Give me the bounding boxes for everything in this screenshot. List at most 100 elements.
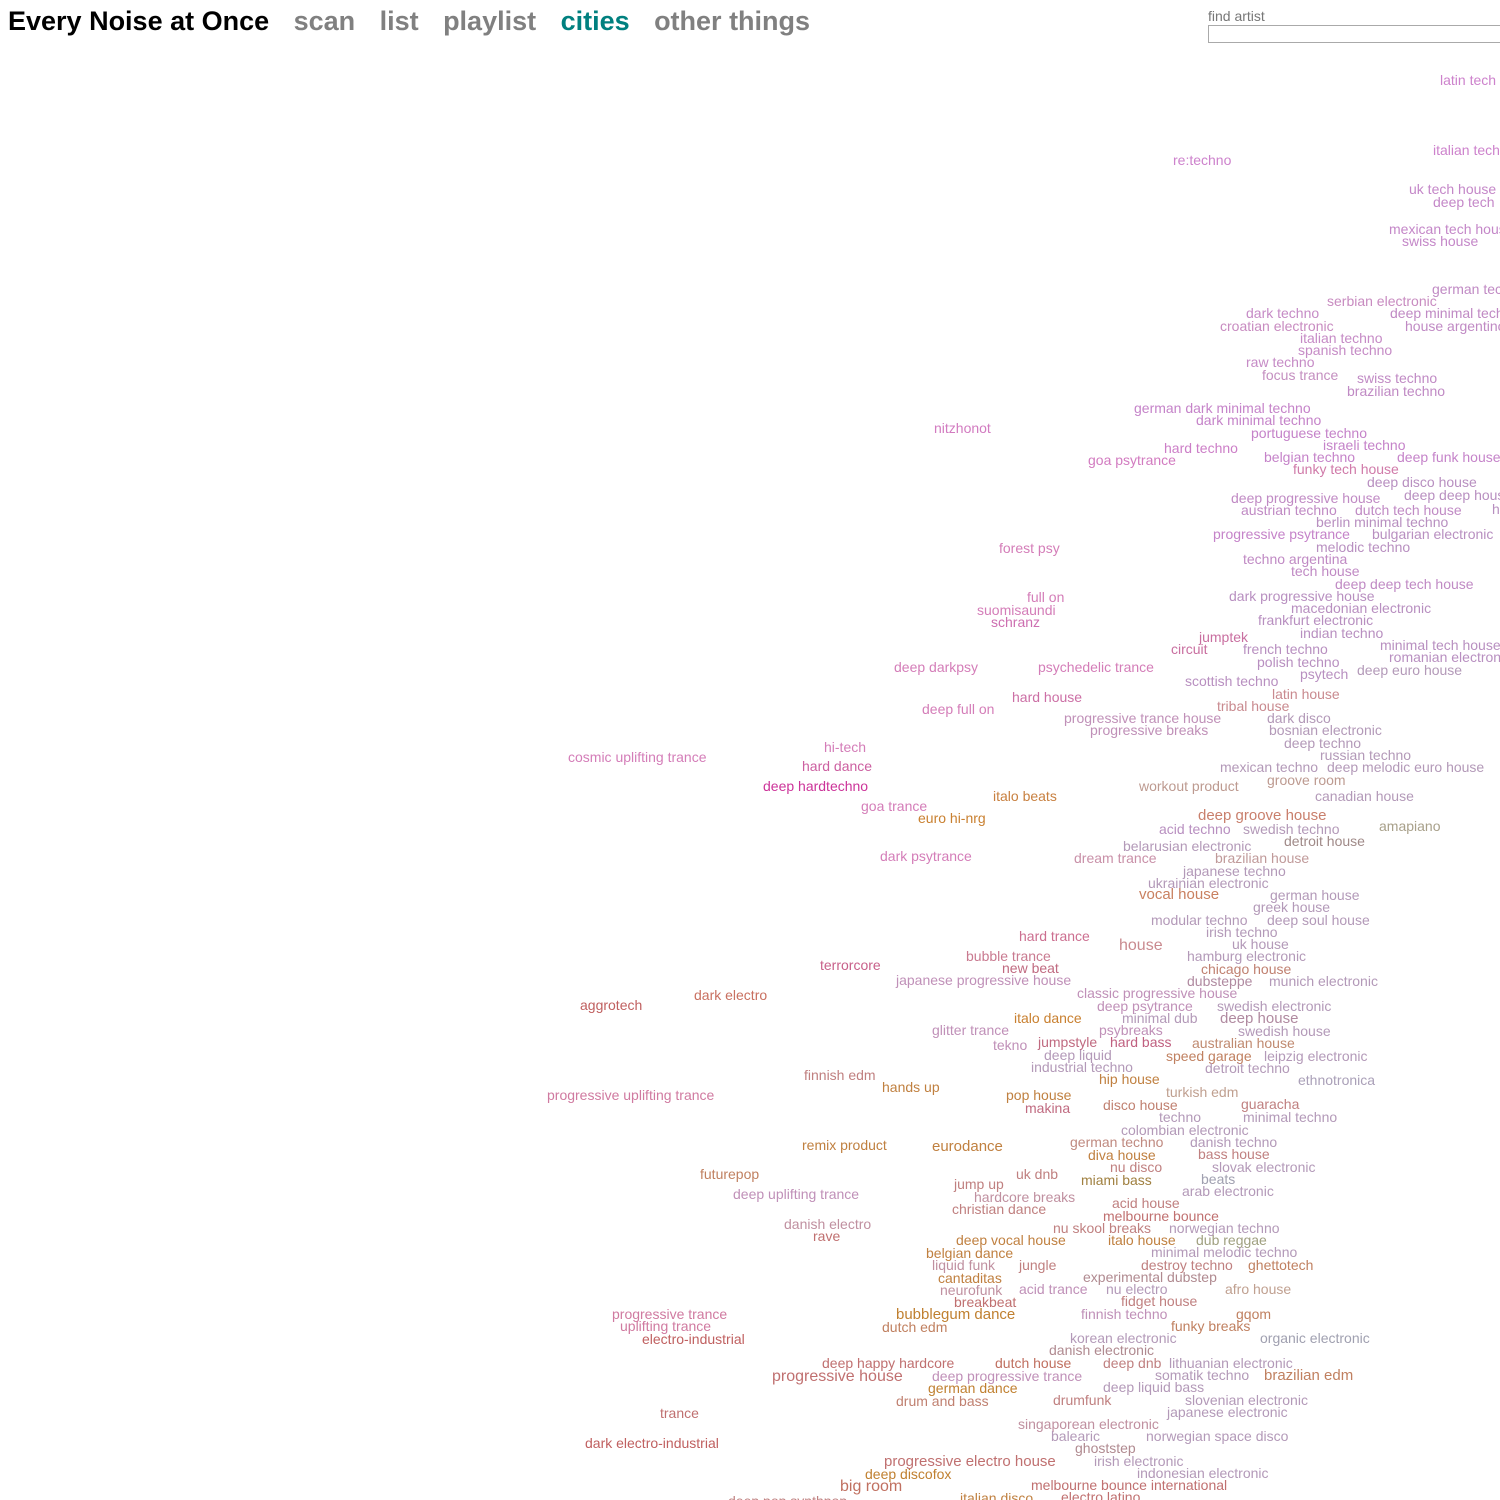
genre-label[interactable]: dub reggae bbox=[1196, 1232, 1267, 1248]
genre-label[interactable]: suomisaundi bbox=[977, 602, 1056, 618]
genre-label[interactable]: modular techno bbox=[1151, 912, 1248, 928]
genre-label[interactable]: dark disco bbox=[1267, 710, 1331, 726]
genre-label[interactable]: minimal tech house bbox=[1380, 637, 1500, 653]
genre-label[interactable]: big room bbox=[840, 1478, 903, 1495]
genre-label[interactable]: belgian dance bbox=[926, 1245, 1014, 1261]
genre-label[interactable]: munich electronic bbox=[1269, 973, 1378, 989]
genre-label[interactable]: speed garage bbox=[1166, 1048, 1252, 1064]
genre-label[interactable]: cantaditas bbox=[938, 1270, 1002, 1286]
genre-label[interactable]: somatik techno bbox=[1155, 1367, 1250, 1383]
genre-label[interactable]: ghettotech bbox=[1248, 1257, 1314, 1273]
genre-label[interactable]: uk dnb bbox=[1016, 1166, 1059, 1182]
genre-label[interactable]: electro latino bbox=[1061, 1489, 1141, 1500]
genre-label[interactable]: mexican techno bbox=[1220, 759, 1319, 775]
genre-label[interactable]: bubble trance bbox=[966, 948, 1051, 964]
genre-label[interactable]: bubblegum dance bbox=[896, 1306, 1016, 1323]
genre-label[interactable]: goa psytrance bbox=[1088, 452, 1176, 468]
genre-label[interactable]: indonesian electronic bbox=[1137, 1465, 1269, 1481]
genre-label[interactable]: arab electronic bbox=[1182, 1183, 1274, 1199]
genre-label[interactable]: hard trance bbox=[1019, 928, 1090, 944]
genre-label[interactable]: futurepop bbox=[700, 1166, 760, 1182]
genre-label[interactable]: deep deep house bbox=[1404, 487, 1500, 503]
genre-label[interactable]: norwegian techno bbox=[1169, 1220, 1280, 1236]
genre-label[interactable]: berlin minimal techno bbox=[1316, 514, 1449, 530]
genre-label[interactable]: rave bbox=[813, 1228, 841, 1244]
genre-label[interactable]: terrorcore bbox=[820, 957, 881, 973]
genre-label[interactable]: minimal dub bbox=[1122, 1010, 1198, 1026]
genre-label[interactable]: swedish techno bbox=[1243, 821, 1340, 837]
genre-label[interactable]: goa trance bbox=[861, 798, 928, 814]
genre-label[interactable]: deep euro house bbox=[1357, 662, 1463, 678]
genre-label[interactable]: progressive breaks bbox=[1090, 722, 1209, 738]
genre-label[interactable]: finnish edm bbox=[804, 1067, 876, 1083]
genre-label[interactable]: bosnian electronic bbox=[1269, 722, 1382, 738]
genre-label[interactable]: workout product bbox=[1139, 778, 1239, 794]
genre-label[interactable]: groove room bbox=[1267, 772, 1346, 788]
genre-label[interactable]: swedish house bbox=[1238, 1023, 1331, 1039]
genre-label[interactable]: new beat bbox=[1002, 960, 1059, 976]
genre-label[interactable]: greek house bbox=[1253, 899, 1331, 915]
genre-label[interactable]: japanese electronic bbox=[1167, 1404, 1288, 1420]
genre-label[interactable]: funky breaks bbox=[1171, 1318, 1251, 1334]
genre-label[interactable]: romanian electronic bbox=[1389, 649, 1500, 665]
genre-label[interactable]: hands up bbox=[882, 1079, 940, 1095]
genre-label[interactable]: deep techno bbox=[1284, 735, 1362, 751]
genre-label[interactable]: nitzhonot bbox=[934, 420, 991, 436]
site-title[interactable]: Every Noise at Once bbox=[8, 6, 270, 36]
genre-label[interactable]: dark techno bbox=[1246, 305, 1320, 321]
genre-label[interactable]: german techno bbox=[1070, 1134, 1164, 1150]
genre-label[interactable]: minimal melodic techno bbox=[1151, 1244, 1298, 1260]
genre-label[interactable]: hamburg electronic bbox=[1187, 948, 1307, 964]
genre-label[interactable]: miami bass bbox=[1081, 1172, 1152, 1188]
genre-label[interactable]: swedish electronic bbox=[1217, 998, 1332, 1014]
genre-label[interactable]: slovak electronic bbox=[1212, 1159, 1316, 1175]
genre-label[interactable]: deep funk house bbox=[1397, 449, 1500, 465]
genre-label[interactable]: dark psytrance bbox=[880, 848, 972, 864]
genre-label[interactable]: hard bass bbox=[1110, 1034, 1172, 1050]
genre-label[interactable]: acid trance bbox=[1019, 1281, 1088, 1297]
genre-label[interactable]: dark progressive house bbox=[1229, 588, 1375, 604]
genre-label[interactable]: tekno bbox=[993, 1037, 1028, 1053]
genre-label[interactable]: dutch tech house bbox=[1355, 502, 1462, 518]
genre-label[interactable]: australian house bbox=[1192, 1035, 1295, 1051]
genre-label[interactable]: scottish techno bbox=[1185, 673, 1279, 689]
genre-label[interactable]: detroit house bbox=[1284, 833, 1365, 849]
genre-label[interactable]: progressive house bbox=[772, 1368, 903, 1385]
genre-label[interactable]: classic progressive house bbox=[1077, 985, 1238, 1001]
genre-label[interactable]: hard house bbox=[1012, 689, 1083, 705]
genre-label[interactable]: balearic bbox=[1051, 1428, 1101, 1444]
genre-label[interactable]: leipzig electronic bbox=[1264, 1048, 1368, 1064]
genre-label[interactable]: french techno bbox=[1243, 641, 1328, 657]
genre-label[interactable]: deep progressive house bbox=[1231, 490, 1381, 506]
genre-label[interactable]: german dance bbox=[928, 1380, 1018, 1396]
genre-label[interactable]: brazilian edm bbox=[1264, 1367, 1354, 1384]
genre-label[interactable]: hip house bbox=[1099, 1071, 1160, 1087]
genre-label[interactable]: schranz bbox=[991, 614, 1041, 630]
genre-label[interactable]: deep full on bbox=[922, 701, 995, 717]
genre-label[interactable]: electro-industrial bbox=[642, 1331, 745, 1347]
genre-label[interactable]: deep minimal tech bbox=[1390, 305, 1500, 321]
genre-label[interactable]: ghoststep bbox=[1075, 1440, 1136, 1456]
genre-label[interactable]: industrial techno bbox=[1031, 1059, 1133, 1075]
genre-label[interactable]: ukrainian electronic bbox=[1148, 875, 1269, 891]
genre-label[interactable]: techno argentina bbox=[1243, 551, 1348, 567]
genre-label[interactable]: ethnotronica bbox=[1298, 1072, 1376, 1088]
genre-label[interactable]: italian tech bbox=[1433, 142, 1500, 158]
genre-label[interactable]: progressive trance house bbox=[1064, 710, 1222, 726]
genre-label[interactable]: jumptek bbox=[1199, 629, 1249, 645]
genre-label[interactable]: funky tech house bbox=[1293, 461, 1399, 477]
genre-label[interactable]: christian dance bbox=[952, 1201, 1047, 1217]
genre-label[interactable]: korean electronic bbox=[1070, 1330, 1177, 1346]
genre-label[interactable]: amapiano bbox=[1379, 818, 1441, 834]
genre-label[interactable]: house argentino bbox=[1405, 318, 1500, 334]
genre-label[interactable]: disco house bbox=[1103, 1097, 1178, 1113]
nav-cities[interactable]: cities bbox=[560, 6, 630, 36]
genre-label[interactable]: swiss techno bbox=[1357, 370, 1438, 386]
genre-label[interactable]: remix product bbox=[802, 1137, 887, 1153]
genre-label[interactable]: deep discofox bbox=[865, 1466, 952, 1482]
genre-label[interactable]: colombian electronic bbox=[1121, 1122, 1249, 1138]
genre-label[interactable]: guaracha bbox=[1241, 1096, 1300, 1112]
genre-label[interactable]: fidget house bbox=[1121, 1293, 1198, 1309]
nav-scan[interactable]: scan bbox=[293, 6, 356, 36]
genre-label[interactable]: portuguese techno bbox=[1251, 425, 1367, 441]
